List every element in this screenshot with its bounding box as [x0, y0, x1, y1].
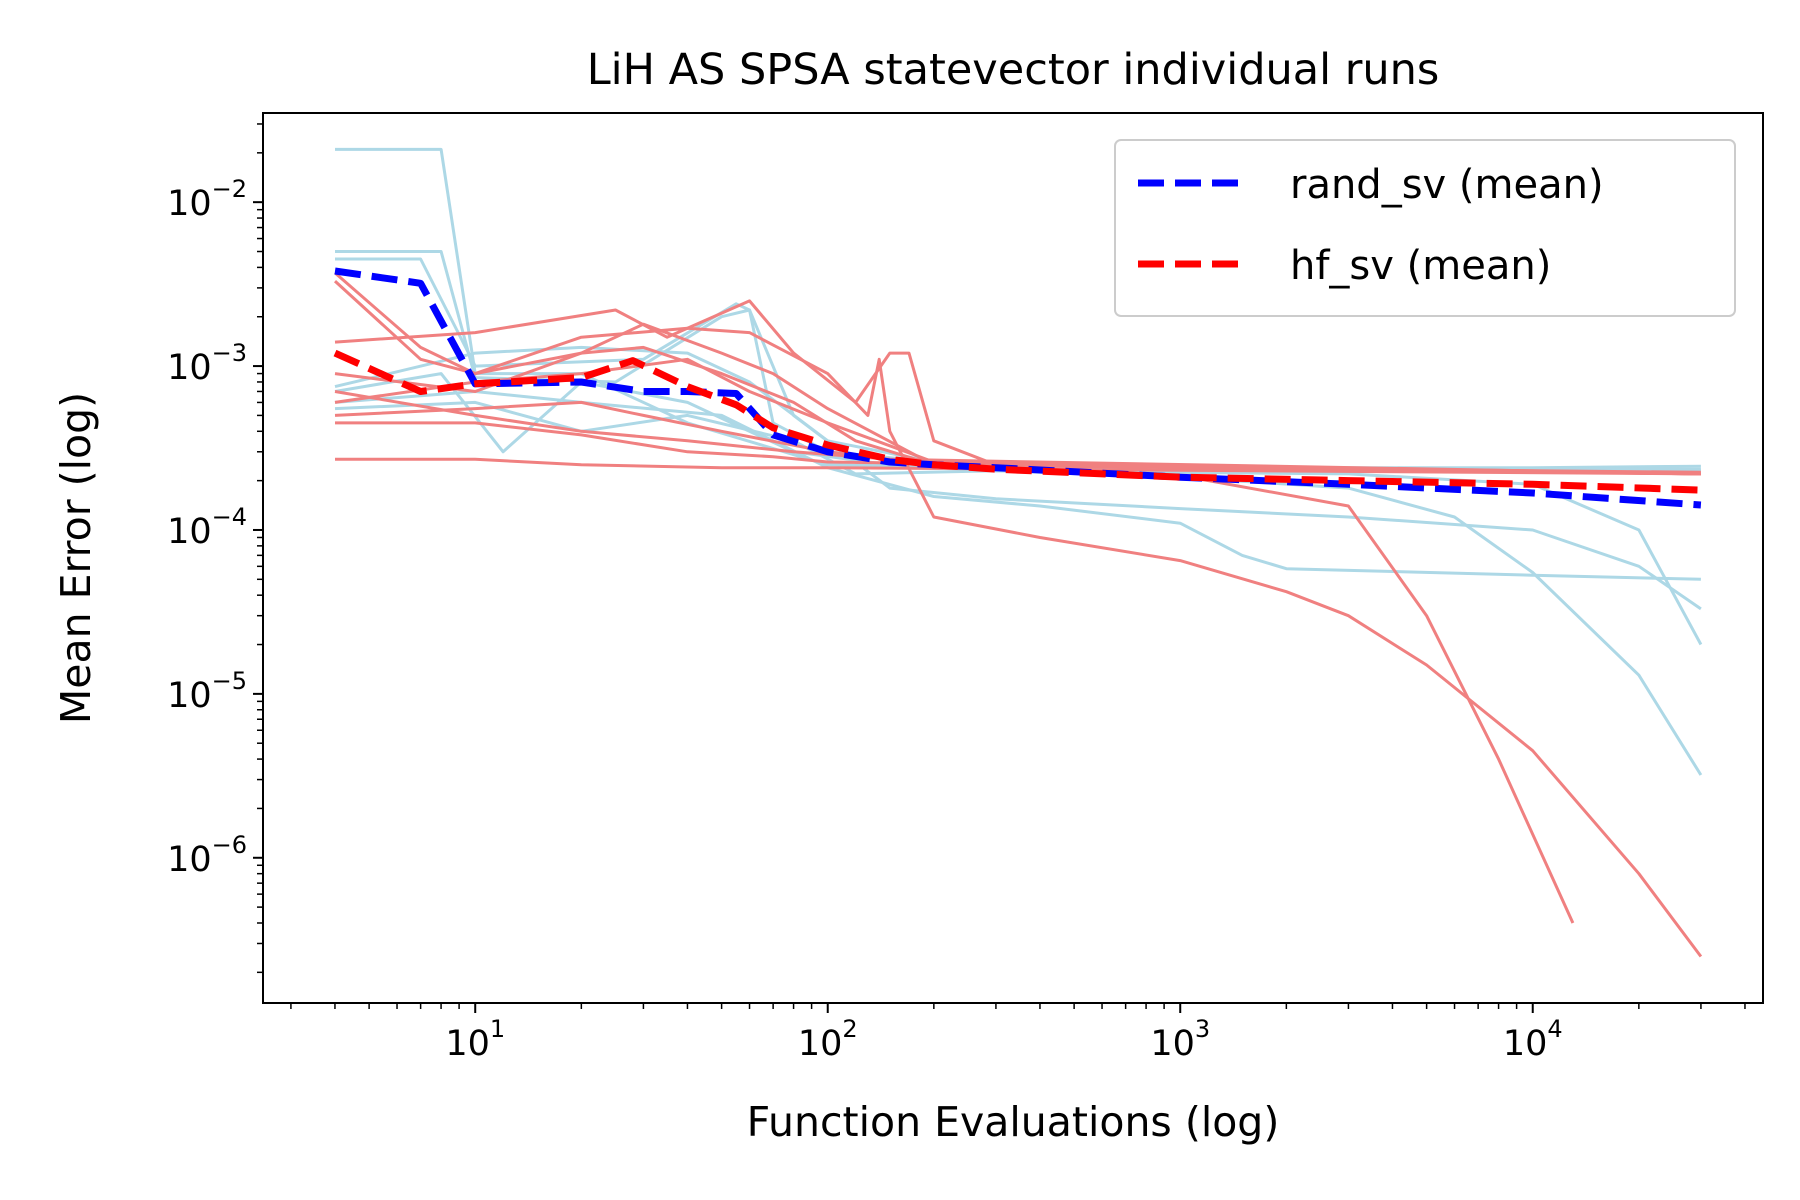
y-tick-label: 10−2	[167, 175, 247, 224]
x-axis-label: Function Evaluations (log)	[747, 1098, 1280, 1146]
series-line-hf-run-8	[333, 279, 1703, 958]
chart-title: LiH AS SPSA statevector individual runs	[587, 45, 1440, 95]
y-tick-label: 10−3	[167, 339, 247, 388]
axis-ticks: 101 102 103 104 10−2 10−3 10−4 10−5 10−6	[167, 123, 1746, 1064]
legend: rand_sv (mean) hf_sv (mean)	[1114, 139, 1736, 317]
series-line-rand-run-5	[334, 400, 1703, 646]
x-tick-label: 104	[1503, 1015, 1563, 1064]
legend-box	[1114, 139, 1736, 317]
legend-label-rand-mean: rand_sv (mean)	[1290, 162, 1604, 208]
y-tick-label: 10−4	[167, 503, 247, 552]
legend-label-hf-mean: hf_sv (mean)	[1290, 243, 1551, 289]
y-axis-label: Mean Error (log)	[52, 392, 100, 724]
y-tick-label: 10−6	[167, 831, 247, 880]
x-tick-label: 102	[798, 1015, 858, 1064]
series-lines	[333, 147, 1703, 958]
x-tick-label: 103	[1150, 1015, 1210, 1064]
series-line-hf-run-9	[334, 299, 1701, 476]
x-tick-label: 101	[445, 1015, 505, 1064]
series-line-hf-mean	[333, 349, 1702, 494]
plot-frame	[262, 112, 1764, 1004]
series-line-hf-run-15	[334, 345, 1701, 474]
series-line-rand-run-4	[334, 390, 1701, 581]
series-line-rand-mean	[334, 267, 1702, 509]
y-tick-label: 10−5	[167, 667, 247, 716]
series-line-hf-run-7	[334, 271, 1575, 924]
series-line-hf-run-12	[335, 421, 1701, 476]
